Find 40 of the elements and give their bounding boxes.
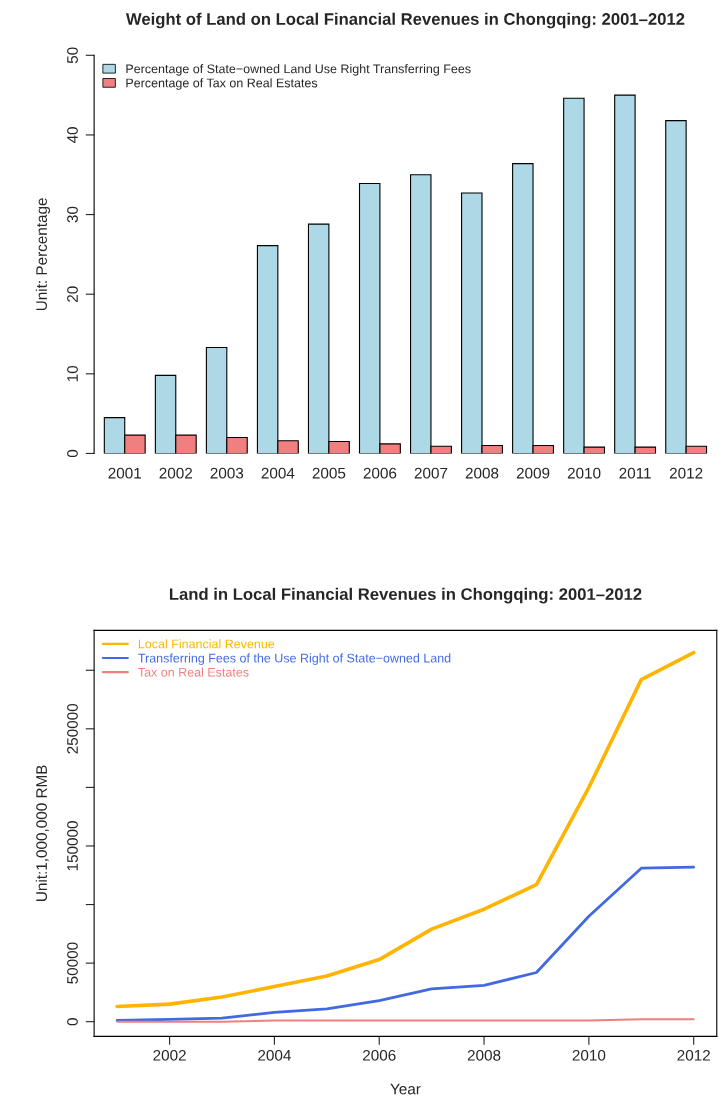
y-tick-label: 150000 bbox=[67, 821, 78, 871]
x-tick-label: 2010 bbox=[567, 467, 601, 479]
legend-label: Percentage of Tax on Real Estates bbox=[126, 78, 318, 90]
x-tick-label: 2007 bbox=[414, 467, 448, 479]
y-tick-label: 40 bbox=[67, 127, 78, 144]
x-tick-label: 2008 bbox=[465, 467, 499, 479]
x-tick-label: 2008 bbox=[467, 1049, 501, 1061]
x-tick-label: 2005 bbox=[312, 467, 346, 479]
x-tick-label: 2012 bbox=[677, 1049, 710, 1061]
x-tick-label: 2003 bbox=[210, 467, 244, 479]
x-tick-label: 2001 bbox=[108, 467, 141, 479]
x-tick-label: 2004 bbox=[261, 467, 295, 479]
y-tick-label: 50000 bbox=[67, 942, 78, 984]
x-tick-label: 2010 bbox=[572, 1049, 606, 1061]
chart-title: Land in Local Financial Revenues in Chongqing: 2001–2012 bbox=[169, 587, 642, 604]
y-tick-label: 10 bbox=[67, 365, 78, 382]
x-tick-label: 2009 bbox=[516, 467, 550, 479]
line-series bbox=[115, 650, 696, 1009]
x-tick-label: 2006 bbox=[363, 1049, 396, 1061]
y-tick-label: 250000 bbox=[67, 703, 78, 754]
x-tick-label: 2012 bbox=[669, 467, 703, 479]
x-tick-label: 2002 bbox=[153, 1049, 186, 1061]
line-series bbox=[115, 865, 696, 1022]
y-axis-title: Unit: Percentage bbox=[35, 198, 51, 311]
chart-title: Weight of Land on Local Financial Revenues in Chongqing: 2001–2012 bbox=[125, 12, 685, 29]
y-tick-label: 0 bbox=[67, 1018, 78, 1026]
x-tick-label: 2004 bbox=[258, 1049, 291, 1061]
y-tick-label: 50 bbox=[67, 47, 78, 64]
y-tick-label: 30 bbox=[67, 206, 78, 223]
y-tick-label: 20 bbox=[67, 286, 78, 302]
x-tick-label: 2002 bbox=[159, 467, 193, 479]
legend-label: Transferring Fees of the Use Right of State−owned Land bbox=[138, 653, 451, 665]
x-tick-label: 2011 bbox=[619, 467, 651, 479]
legend-label: Percentage of State−owned Land Use Right Transferring Fees bbox=[126, 64, 471, 76]
legend-label: Tax on Real Estates bbox=[138, 667, 249, 677]
y-axis-title: Unit:1,000,000 RMB bbox=[35, 765, 49, 901]
y-tick-label: 0 bbox=[67, 449, 78, 458]
x-tick-label: 2006 bbox=[363, 467, 397, 479]
x-axis-title: Year bbox=[390, 1083, 421, 1095]
legend-label: Local Financial Revenue bbox=[138, 639, 275, 649]
